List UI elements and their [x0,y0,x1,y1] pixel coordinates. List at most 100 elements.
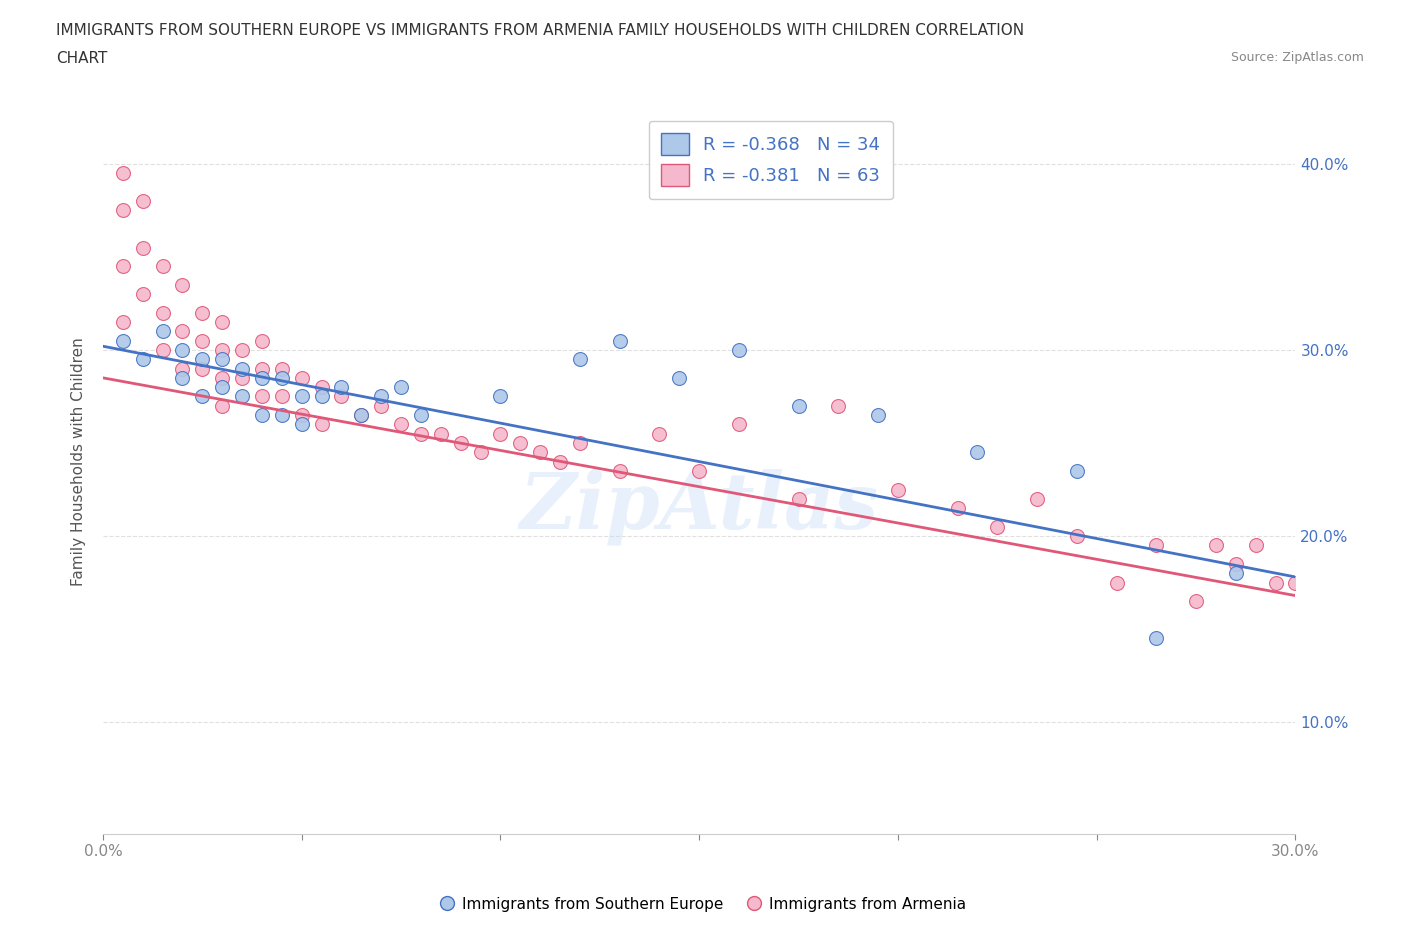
Point [231,361,253,376]
Point [568,352,591,366]
Point [111,259,134,273]
Point [172,277,194,292]
Point [152,305,174,320]
Point [430,426,453,441]
Point [787,491,810,506]
Point [986,519,1008,534]
Point [172,342,194,357]
Point [250,370,273,385]
Point [350,407,373,422]
Point [111,314,134,329]
Point [311,389,333,404]
Text: Source: ZipAtlas.com: Source: ZipAtlas.com [1230,51,1364,64]
Legend: R = -0.368   N = 34, R = -0.381   N = 63: R = -0.368 N = 34, R = -0.381 N = 63 [648,121,893,199]
Point [291,407,314,422]
Point [191,352,214,366]
Point [1225,556,1247,571]
Text: CHART: CHART [56,51,108,66]
Point [152,342,174,357]
Point [250,389,273,404]
Point [250,333,273,348]
Point [291,417,314,432]
Point [1026,491,1049,506]
Point [311,417,333,432]
Point [270,361,292,376]
Point [111,203,134,218]
Point [887,482,910,497]
Point [1144,538,1167,552]
Point [389,417,412,432]
Point [1105,575,1128,590]
Point [231,342,253,357]
Point [370,398,392,413]
Point [270,370,292,385]
Point [131,193,153,208]
Point [152,259,174,273]
Point [131,240,153,255]
Y-axis label: Family Households with Children: Family Households with Children [72,338,86,586]
Text: IMMIGRANTS FROM SOUTHERN EUROPE VS IMMIGRANTS FROM ARMENIA FAMILY HOUSEHOLDS WIT: IMMIGRANTS FROM SOUTHERN EUROPE VS IMMIG… [56,23,1025,38]
Point [1185,593,1208,608]
Point [211,379,233,394]
Point [191,333,214,348]
Point [172,370,194,385]
Point [250,361,273,376]
Point [270,389,292,404]
Point [330,379,353,394]
Point [568,435,591,450]
Point [470,445,492,459]
Point [966,445,988,459]
Point [489,426,512,441]
Point [1284,575,1306,590]
Point [409,407,432,422]
Point [688,463,710,478]
Point [868,407,890,422]
Point [728,417,751,432]
Point [211,352,233,366]
Text: ZipAtlas: ZipAtlas [520,468,879,544]
Point [172,324,194,339]
Point [450,435,472,450]
Point [211,342,233,357]
Point [370,389,392,404]
Point [787,398,810,413]
Point [231,389,253,404]
Point [609,333,631,348]
Point [191,361,214,376]
Point [270,407,292,422]
Point [1264,575,1286,590]
Point [648,426,671,441]
Point [111,166,134,180]
Point [728,342,751,357]
Point [211,398,233,413]
Point [231,370,253,385]
Point [111,333,134,348]
Point [172,361,194,376]
Point [131,352,153,366]
Point [291,389,314,404]
Point [191,305,214,320]
Point [389,379,412,394]
Point [1066,528,1088,543]
Point [489,389,512,404]
Point [191,389,214,404]
Point [1205,538,1227,552]
Point [211,314,233,329]
Point [211,370,233,385]
Point [1144,631,1167,645]
Point [827,398,849,413]
Point [668,370,690,385]
Point [152,324,174,339]
Point [509,435,531,450]
Legend: Immigrants from Southern Europe, Immigrants from Armenia: Immigrants from Southern Europe, Immigra… [433,891,973,918]
Point [291,370,314,385]
Point [409,426,432,441]
Point [131,286,153,301]
Point [311,379,333,394]
Point [330,389,353,404]
Point [1244,538,1267,552]
Point [529,445,551,459]
Point [1066,463,1088,478]
Point [350,407,373,422]
Point [1225,565,1247,580]
